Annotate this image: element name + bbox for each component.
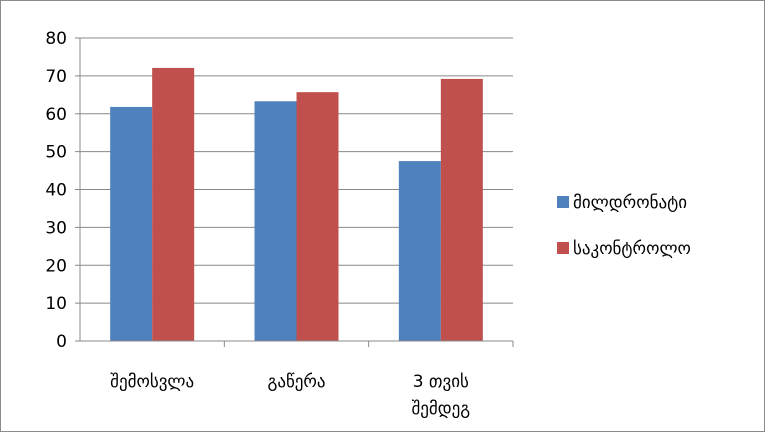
bar-series-2: [296, 92, 339, 341]
axes: [75, 37, 514, 347]
x-category-label: შემდეგ: [411, 399, 470, 419]
legend-swatch: [557, 242, 569, 254]
y-tick-label: 30: [45, 218, 67, 238]
legend: მილდრონატი საკონტროლო: [557, 193, 691, 259]
bar-series-1: [110, 106, 153, 342]
x-category-label: გაწერა: [267, 372, 325, 392]
bar-series-2: [152, 67, 195, 341]
x-category-label: შემოსვლა: [110, 372, 194, 392]
y-tick-label: 50: [45, 143, 67, 163]
labels: 0 10 20 30 40 50 60 70 80 შემოსვლა გაწერა 3 თვის შემ…: [45, 29, 470, 419]
bar-series-2: [440, 78, 483, 341]
y-tick-label: 0: [56, 332, 67, 352]
bar-series-1: [398, 161, 441, 341]
y-tick-label: 80: [45, 29, 67, 49]
bars: [110, 67, 483, 342]
legend-label: მილდრონატი: [573, 193, 687, 213]
y-tick-label: 70: [45, 67, 67, 87]
y-tick-label: 60: [45, 105, 67, 125]
x-category-label: 3 თვის: [413, 372, 469, 392]
y-tick-label: 40: [45, 181, 67, 201]
legend-swatch: [557, 196, 569, 208]
bar-series-1: [254, 101, 297, 341]
legend-label: საკონტროლო: [573, 239, 691, 259]
y-tick-label: 20: [45, 256, 67, 276]
y-tick-label: 10: [45, 294, 67, 314]
